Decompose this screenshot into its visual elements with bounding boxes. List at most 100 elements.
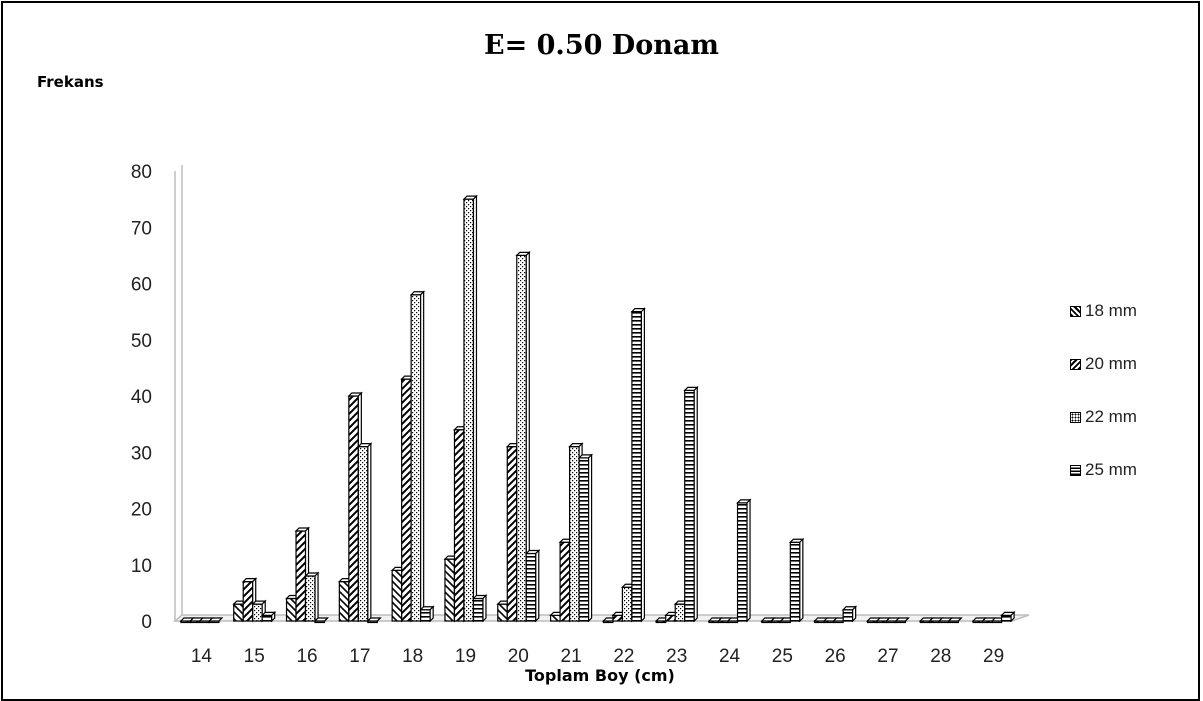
x-tick-label: 17 (349, 646, 370, 667)
bar-front (338, 581, 350, 622)
bar-front (665, 614, 676, 622)
bar (304, 571, 320, 623)
bar-side (587, 453, 593, 623)
bar-side (535, 549, 540, 623)
x-tick-label: 14 (191, 646, 213, 667)
bars (179, 194, 1016, 624)
bar (524, 549, 541, 623)
bar-side (693, 385, 698, 623)
y-axis-label: Frekans (37, 73, 104, 91)
legend-swatch-diag-down (1070, 305, 1081, 317)
x-tick-label: 20 (508, 646, 529, 667)
x-tick-label: 21 (561, 646, 582, 667)
y-tick-label: 50 (131, 331, 152, 352)
x-axis-label: Toplam Boy (cm) (525, 666, 675, 685)
bar-front (549, 614, 561, 622)
bar (894, 617, 910, 624)
x-tick-label: 25 (772, 646, 793, 667)
x-tick-label: 22 (613, 646, 634, 667)
bar-front (736, 502, 748, 622)
x-tick-label: 28 (930, 646, 951, 667)
legend-label: 22 mm (1085, 407, 1137, 426)
bar-side (376, 617, 381, 622)
y-tick-label: 60 (131, 275, 152, 296)
bar-side (852, 605, 857, 623)
bar-front (285, 597, 297, 622)
x-tick-label: 19 (455, 646, 476, 667)
bar (366, 617, 382, 624)
bar-front (612, 614, 624, 622)
x-tick-label: 26 (825, 646, 846, 667)
x-tick-label: 23 (666, 646, 687, 667)
bar-front (789, 541, 801, 622)
y-tick-label: 70 (131, 218, 152, 239)
bar-front (444, 558, 456, 622)
bar-front (233, 603, 244, 622)
legend: 18 mm 20 mm 22 mm 25 mm (1070, 298, 1190, 510)
bar-side (746, 498, 751, 623)
bar-front (497, 603, 508, 622)
y-tick-label: 10 (131, 556, 152, 577)
bar-side (799, 537, 804, 623)
bar-front (348, 395, 359, 622)
legend-item-22mm: 22 mm (1070, 404, 1190, 430)
bar-side (640, 307, 646, 623)
bar (577, 453, 594, 623)
y-tick-label: 40 (131, 387, 152, 408)
bar (409, 290, 426, 623)
bar-front (621, 586, 633, 622)
x-tick-label: 27 (877, 646, 898, 667)
legend-swatch-diag-up (1070, 358, 1081, 370)
bar (841, 605, 858, 623)
bar-front (391, 569, 403, 622)
legend-label: 20 mm (1085, 354, 1137, 373)
bar (313, 617, 329, 624)
bar-side (420, 290, 425, 623)
bar (683, 385, 699, 623)
bar-side (482, 594, 487, 623)
x-tick-label: 24 (719, 646, 741, 667)
bar-side (324, 617, 328, 622)
bar-front (242, 581, 254, 622)
bar-front (842, 609, 854, 622)
legend-item-18mm: 18 mm (1070, 298, 1190, 324)
bar-front (578, 457, 590, 622)
bar (207, 617, 224, 624)
bar-front (472, 597, 484, 622)
bar-front (674, 603, 686, 622)
tick-labels: 0 10 20 30 40 50 60 70 80 14 15 16 17 18 19 20 21 22 23 24 2… (131, 162, 1004, 667)
bar (462, 194, 478, 623)
y-tick-label: 0 (141, 612, 152, 633)
legend-swatch-hstripes (1070, 464, 1081, 476)
chart-title: E= 0.50 Donam (484, 30, 719, 61)
bar-front (631, 311, 643, 622)
bar-front (684, 389, 695, 622)
x-tick-label: 29 (983, 646, 1004, 667)
bar (630, 307, 646, 623)
bar-front (568, 446, 580, 622)
bar (947, 617, 963, 624)
bar-front (463, 198, 475, 622)
x-tick-label: 15 (244, 646, 265, 667)
bar-side (905, 617, 909, 622)
bar-side (1010, 610, 1015, 623)
bar-front (506, 446, 518, 622)
bar-front (559, 541, 571, 622)
bar-front (525, 552, 537, 622)
bar-front (410, 294, 422, 622)
legend-item-20mm: 20 mm (1070, 351, 1190, 377)
legend-item-25mm: 25 mm (1070, 457, 1190, 483)
bar (419, 605, 435, 623)
legend-label: 25 mm (1085, 460, 1137, 479)
bar (788, 537, 805, 623)
legend-swatch-dots (1070, 411, 1081, 423)
y-tick-label: 30 (131, 443, 152, 464)
bar (356, 442, 373, 623)
bar-side (314, 571, 319, 623)
bar (736, 498, 752, 623)
legend-label: 18 mm (1085, 301, 1137, 320)
x-tick-label: 18 (402, 646, 423, 667)
y-tick-label: 20 (131, 500, 152, 521)
